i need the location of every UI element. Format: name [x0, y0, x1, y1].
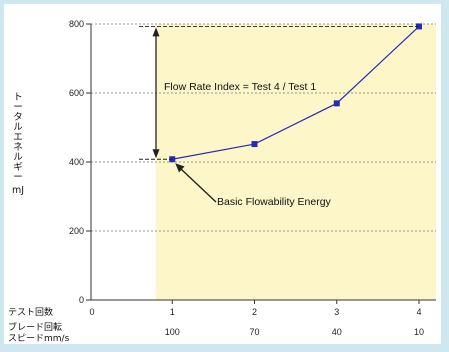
y-tick-label: 0 — [79, 295, 84, 305]
bfe-annotation: Basic Flowability Energy — [217, 196, 332, 208]
x-tick-label: 2 — [252, 307, 257, 317]
arrow-head-down-icon — [152, 149, 160, 159]
chart-frame: トータルエネルギー mJ 0 200 400 600 800 Flow Rate Inde… — [4, 4, 441, 344]
y-axis-label-char: ネ — [13, 142, 23, 153]
data-point — [251, 141, 258, 148]
bfe-arrow-shaft — [180, 168, 217, 203]
series-line — [172, 25, 420, 160]
y-axis-label-char: エ — [13, 132, 23, 143]
blade-speed-row-label-2: スピードmm/s — [8, 333, 70, 344]
y-axis-label-char: タ — [13, 112, 23, 123]
blade-speed-label: 100 — [165, 327, 180, 337]
blade-speed-label: 40 — [332, 327, 342, 337]
x-tick-label: 1 — [170, 307, 175, 317]
blade-speed-label: 10 — [414, 327, 424, 337]
arrow-head-up-icon — [152, 27, 160, 37]
y-tick-label: 600 — [69, 88, 84, 98]
y-tick-label: 400 — [69, 157, 84, 167]
y-axis-label-char: mJ — [12, 185, 24, 196]
data-point — [333, 100, 340, 107]
y-axis-label-char: ト — [13, 92, 23, 103]
y-tick-label: 200 — [69, 226, 84, 236]
x-tick-label: 4 — [416, 307, 421, 317]
x-tick-label: 0 — [89, 307, 94, 317]
test-count-row-label: テスト回数 — [8, 306, 53, 318]
flow-rate-index-annotation: Flow Rate Index = Test 4 / Test 1 — [164, 81, 316, 93]
y-tick-label: 800 — [69, 19, 84, 29]
x-tick-label: 3 — [334, 307, 339, 317]
y-axis-label-char: ル — [13, 152, 23, 163]
blade-speed-row-label-1: ブレード回転 — [8, 321, 62, 333]
y-axis-label-char: ー — [13, 102, 23, 113]
y-axis-label-char: ギ — [13, 162, 23, 173]
blade-speed-label: 70 — [249, 327, 259, 337]
bfe-arrow-head-icon — [175, 163, 185, 173]
y-axis-label-char: ー — [13, 172, 23, 183]
y-axis-label-char: ル — [13, 122, 23, 133]
